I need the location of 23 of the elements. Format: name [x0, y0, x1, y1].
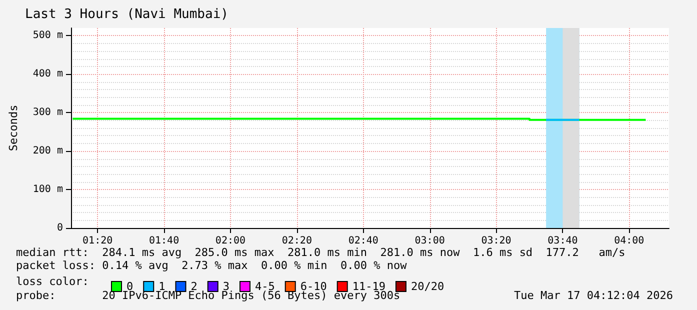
x-tick-label: 02:00 — [215, 236, 246, 246]
text: median rtt: 284.1 ms avg 285.0 ms max 281.0 ms min 281.0 ms now 1.6 ms sd 177.2 am/s — [16, 246, 626, 259]
legend-label: 2 — [190, 280, 198, 293]
x-tick-label: 02:40 — [348, 236, 378, 246]
x-tick-label: 01:20 — [82, 236, 113, 246]
y-axis-title: Seconds — [7, 104, 20, 152]
y-tick-label: 200 m — [32, 146, 63, 157]
x-tick-label: 03:00 — [414, 236, 445, 246]
y-tick-label: 400 m — [32, 68, 63, 80]
legend-label: 20/20 — [410, 280, 444, 293]
chart-title: Last 3 Hours (Navi Mumbai) — [25, 7, 228, 22]
y-tick-label: 500 m — [32, 30, 63, 42]
text: Tue Mar 17 04:12:04 2026 — [514, 289, 673, 302]
y-tick-label: 300 m — [32, 107, 63, 118]
text: packet loss: 0.14 % avg 2.73 % max 0.00 % min 0.00 % now — [16, 259, 407, 272]
x-tick-label: 04:00 — [614, 236, 644, 246]
y-tick-label: 0 — [56, 222, 63, 234]
x-tick-label: 03:40 — [548, 236, 578, 246]
y-tick-label: 100 m — [32, 184, 63, 196]
x-tick-label: 03:20 — [481, 236, 512, 246]
x-tick-label: 02:20 — [282, 236, 312, 246]
legend-title: loss color: — [16, 274, 89, 288]
x-tick-label: 01:40 — [148, 236, 180, 246]
